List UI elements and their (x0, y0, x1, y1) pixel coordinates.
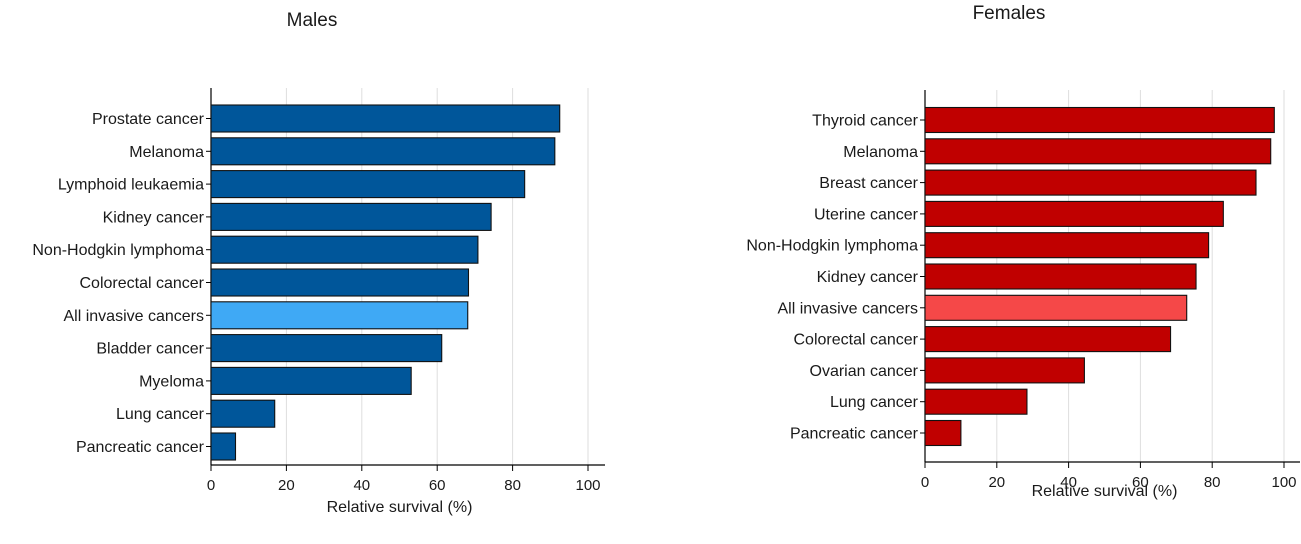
bar-pancreatic-cancer (210, 432, 237, 461)
bar-colorectal-cancer (924, 326, 1172, 353)
x-tick-label: 40 (353, 477, 370, 494)
category-label: Melanoma (843, 144, 918, 161)
category-label: Non-Hodgkin lymphoma (32, 242, 204, 259)
bar-lung-cancer (924, 388, 1028, 415)
x-tick-label: 100 (575, 477, 600, 494)
x-tick-label: 20 (278, 477, 295, 494)
category-label: Pancreatic cancer (76, 439, 205, 456)
x-tick-label: 20 (988, 474, 1005, 491)
bar-breast-cancer (924, 169, 1257, 196)
bar-lymphoid-leukaemia (210, 170, 526, 199)
bar-kidney-cancer (924, 263, 1197, 290)
category-label: Kidney cancer (817, 269, 919, 286)
bar-kidney-cancer (210, 202, 492, 231)
bar-lung-cancer (210, 399, 276, 428)
bar-prostate-cancer (210, 104, 561, 133)
x-axis-label: Relative survival (%) (327, 499, 473, 516)
category-label: Prostate cancer (92, 111, 205, 128)
bar-colorectal-cancer (210, 268, 470, 297)
males-chart: Males 0 20 40 60 80 100 Relative survival (%) Pr… (32, 10, 605, 516)
category-label: Breast cancer (819, 175, 918, 192)
chart-title: Females (973, 3, 1046, 24)
bar-ovarian-cancer (924, 357, 1085, 384)
females-chart: Females 0 20 40 60 80 100 Relative survival (%)… (746, 3, 1300, 500)
x-tick-label: 60 (429, 477, 446, 494)
bar-uterine-cancer (924, 200, 1224, 227)
bar-myeloma (210, 366, 412, 395)
category-label: Ovarian cancer (810, 363, 919, 380)
bar-non-hodgkin-lymphoma (924, 232, 1210, 259)
bar-bladder-cancer (210, 334, 443, 363)
category-label: Uterine cancer (814, 206, 919, 223)
x-tick-label: 0 (207, 477, 215, 494)
category-label: Melanoma (129, 144, 204, 161)
category-label: Non-Hodgkin lymphoma (746, 238, 918, 255)
bar-melanoma (210, 137, 556, 166)
x-tick-label: 0 (921, 474, 929, 491)
bar-all-invasive-cancers (210, 301, 469, 330)
category-label: All invasive cancers (64, 308, 205, 325)
category-label: All invasive cancers (778, 300, 919, 317)
category-label: Pancreatic cancer (790, 426, 919, 443)
bar-non-hodgkin-lymphoma (210, 235, 479, 264)
bar-thyroid-cancer (924, 106, 1275, 134)
category-label: Lymphoid leukaemia (58, 177, 204, 194)
x-tick-label: 40 (1060, 474, 1077, 491)
category-label: Bladder cancer (96, 341, 204, 358)
x-tick-label: 80 (1204, 474, 1221, 491)
category-label: Colorectal cancer (794, 332, 919, 349)
category-label: Myeloma (139, 373, 204, 390)
category-label: Colorectal cancer (80, 275, 205, 292)
category-label: Lung cancer (116, 406, 205, 423)
x-tick-label: 100 (1271, 474, 1296, 491)
bar-all-invasive-cancers (924, 294, 1188, 321)
x-tick-label: 80 (504, 477, 521, 494)
category-label: Kidney cancer (103, 209, 205, 226)
bar-pancreatic-cancer (924, 419, 962, 447)
category-label: Thyroid cancer (812, 113, 918, 130)
x-tick-label: 60 (1132, 474, 1149, 491)
category-label: Lung cancer (830, 394, 919, 411)
bar-melanoma (924, 138, 1272, 165)
chart-title: Males (287, 10, 338, 31)
x-axis-label: Relative survival (%) (1032, 483, 1178, 500)
